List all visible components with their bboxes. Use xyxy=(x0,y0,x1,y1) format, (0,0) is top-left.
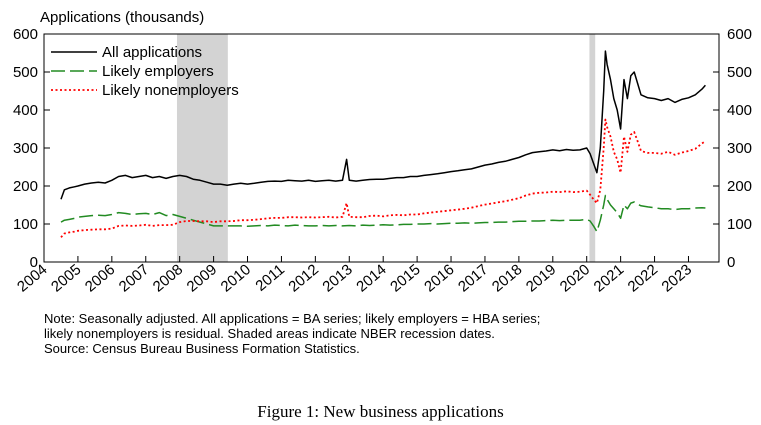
y-tick-label-left-3: 300 xyxy=(13,140,38,157)
y-tick-label-right-5: 500 xyxy=(727,64,752,81)
note-line-2: likely nonemployers is residual. Shaded … xyxy=(44,326,495,341)
y-tick-label-right-0: 0 xyxy=(727,254,735,271)
y-tick-label-left-0: 0 xyxy=(30,254,38,271)
x-tick-label-13: 2017 xyxy=(455,261,491,295)
figure-note: Note: Seasonally adjusted. All applicati… xyxy=(44,311,684,356)
x-tick-label-16: 2020 xyxy=(557,261,593,295)
y-tick-label-right-6: 600 xyxy=(727,26,752,43)
x-tick-label-4: 2008 xyxy=(150,261,186,295)
x-tick-label-0: 2004 xyxy=(14,261,50,295)
recession-band-1 xyxy=(176,34,228,262)
x-tick-label-1: 2005 xyxy=(48,261,84,295)
y-tick-label-left-6: 600 xyxy=(13,26,38,43)
y-tick-label-left-5: 500 xyxy=(13,64,38,81)
x-tick-label-15: 2019 xyxy=(523,261,559,295)
y-tick-label-right-3: 300 xyxy=(727,140,752,157)
x-tick-label-7: 2011 xyxy=(252,261,288,295)
x-tick-label-6: 2010 xyxy=(218,261,254,295)
recession-shading xyxy=(176,34,596,262)
figure-caption: Figure 1: New business applications xyxy=(257,402,504,421)
y-axis-left: 0 100 200 300 400 500 600 xyxy=(13,26,50,271)
x-tick-label-14: 2018 xyxy=(489,261,525,295)
legend-label-3: Likely nonemployers xyxy=(102,82,239,99)
x-tick-label-8: 2012 xyxy=(285,261,321,295)
legend-label-1: All applications xyxy=(102,44,202,61)
y-tick-label-right-2: 200 xyxy=(727,178,752,195)
y-tick-label-left-1: 100 xyxy=(13,216,38,233)
series-line-2 xyxy=(60,194,706,233)
y-tick-label-right-1: 100 xyxy=(727,216,752,233)
series-line-1 xyxy=(60,50,706,200)
y-tick-label-right-4: 400 xyxy=(727,102,752,119)
x-tick-label-3: 2007 xyxy=(116,261,152,295)
x-tick-label-11: 2015 xyxy=(387,261,423,295)
series-lines xyxy=(60,50,706,238)
y-axis-right: 0 100 200 300 400 500 600 xyxy=(713,26,752,271)
x-tick-label-10: 2014 xyxy=(353,261,389,295)
y-tick-label-left-2: 200 xyxy=(13,178,38,195)
y-tick-label-left-4: 400 xyxy=(13,102,38,119)
series-line-3 xyxy=(60,118,706,238)
x-tick-label-18: 2022 xyxy=(625,261,661,295)
note-line-3: Source: Census Bureau Business Formation… xyxy=(44,341,360,356)
y-axis-title: Applications (thousands) xyxy=(40,9,204,26)
x-tick-label-12: 2016 xyxy=(421,261,457,295)
legend-label-2: Likely employers xyxy=(102,63,214,80)
x-tick-label-5: 2009 xyxy=(184,261,220,295)
x-tick-label-2: 2006 xyxy=(82,261,118,295)
note-line-1: Note: Seasonally adjusted. All applicati… xyxy=(44,311,541,326)
recession-band-2 xyxy=(589,34,596,262)
legend: All applications Likely employers Likely n… xyxy=(51,44,239,99)
x-tick-label-9: 2013 xyxy=(319,261,355,295)
x-tick-label-19: 2023 xyxy=(659,261,695,295)
x-tick-label-17: 2021 xyxy=(591,261,627,295)
